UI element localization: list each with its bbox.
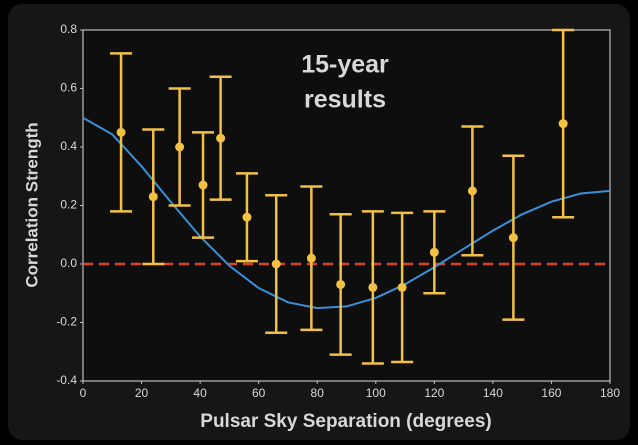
- point: [508, 233, 518, 243]
- y-tick-label: 0.0: [60, 256, 77, 270]
- point: [148, 192, 158, 202]
- x-tick-label: 140: [483, 386, 503, 400]
- x-tick-label: 160: [541, 386, 561, 400]
- point: [429, 247, 439, 257]
- x-tick-label: 180: [600, 386, 620, 400]
- point: [397, 282, 407, 292]
- y-tick-label: 0.2: [60, 198, 77, 212]
- point: [216, 133, 226, 143]
- point: [175, 142, 185, 152]
- y-axis-label: Correlation Strength: [22, 122, 41, 287]
- y-tick-label: -0.2: [56, 315, 77, 329]
- x-tick-label: 120: [424, 386, 444, 400]
- x-axis-label: Pulsar Sky Separation (degrees): [200, 411, 491, 432]
- point: [558, 119, 568, 129]
- x-tick-label: 80: [311, 386, 325, 400]
- x-tick-label: 60: [252, 386, 266, 400]
- y-tick-label: -0.4: [56, 373, 77, 387]
- y-tick-label: 0.8: [60, 22, 77, 36]
- annotation: results: [304, 86, 386, 114]
- point: [116, 127, 126, 137]
- point: [271, 259, 281, 269]
- point: [198, 180, 208, 190]
- point: [368, 282, 378, 292]
- x-tick-label: 100: [366, 386, 386, 400]
- point: [306, 253, 316, 263]
- plot-area: [82, 29, 611, 382]
- annotation: 15-year: [301, 51, 389, 79]
- x-tick-label: 20: [135, 386, 149, 400]
- x-tick-label: 40: [193, 386, 207, 400]
- point: [467, 186, 477, 196]
- curve: [82, 116, 611, 310]
- point: [336, 279, 346, 289]
- point: [242, 212, 252, 222]
- x-tick-label: 0: [80, 386, 87, 400]
- y-tick-label: 0.4: [60, 139, 77, 153]
- y-tick-label: 0.6: [60, 81, 77, 95]
